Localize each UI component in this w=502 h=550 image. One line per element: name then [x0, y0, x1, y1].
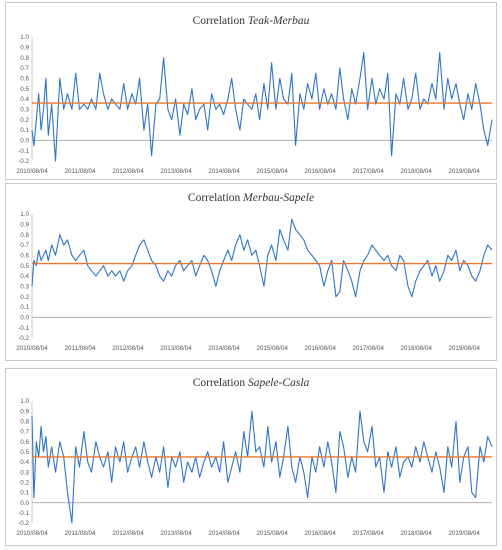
y-tick-label: 0.2	[20, 294, 29, 301]
series-line-correlation	[31, 218, 493, 298]
chart-title-pair: Merbau-Sapele	[243, 192, 315, 204]
y-tick-label: 0.6	[20, 76, 29, 83]
y-tick-label: -0.1	[18, 148, 29, 155]
x-tick-label: 2013/08/04	[160, 168, 192, 175]
y-tick-label: 0.4	[20, 459, 29, 466]
y-tick-label: 0.6	[20, 439, 29, 446]
x-tick-label: 2014/08/04	[208, 345, 240, 352]
y-tick-label: 0.8	[20, 419, 29, 426]
y-tick-label: 0.3	[20, 284, 29, 291]
y-tick-label: -0.2	[18, 335, 29, 342]
x-tick-label: 2015/08/04	[256, 168, 288, 175]
x-tick-label: 2018/08/04	[400, 168, 432, 175]
x-tick-label: 2010/08/04	[16, 168, 48, 175]
y-tick-label: 1.0	[20, 211, 29, 218]
y-tick-label: -0.1	[18, 510, 29, 517]
chart-panel-teak-merbau: Correlation Teak-Merbau -0.2 -0.1 0.0 0.1 0.…	[5, 2, 497, 180]
y-tick-label: -0.2	[18, 520, 29, 527]
x-tick-label: 2015/08/04	[256, 530, 288, 537]
x-tick-label: 2011/08/04	[64, 530, 96, 537]
chart-plot: -0.2 -0.1 0.0 0.1 0.2 0.3 0.4 0.5 0.6 0.7 0.8 0.9 1.…	[16, 211, 493, 352]
chart-title: Correlation Teak-Merbau	[6, 15, 496, 27]
x-tick-label: 2011/08/04	[64, 168, 96, 175]
y-tick-label: 0.0	[20, 138, 29, 145]
x-tick-label: 2014/08/04	[208, 530, 240, 537]
chart-plot: -0.2 -0.1 0.0 0.1 0.2 0.3 0.4 0.5 0.6 0.7 0.8 0.9 1.…	[16, 398, 493, 537]
y-tick-label: 0.6	[20, 253, 29, 260]
y-tick-label: 0.0	[20, 315, 29, 322]
chart-panel-sapele-casla: Correlation Sapele-Casla -0.2 -0.1 0.0 0.1 0…	[5, 368, 497, 546]
y-tick-label: -0.2	[18, 158, 29, 165]
chart-title-prefix: Correlation	[192, 377, 246, 389]
x-tick-label: 2013/08/04	[160, 530, 192, 537]
x-tick-label: 2010/08/04	[16, 345, 48, 352]
y-tick-label: 0.8	[20, 232, 29, 239]
x-tick-label: 2019/08/04	[448, 345, 480, 352]
x-tick-label: 2016/08/04	[304, 168, 336, 175]
y-tick-label: 0.0	[20, 500, 29, 507]
y-tick-label: 0.4	[20, 96, 29, 103]
x-tick-label: 2017/08/04	[352, 345, 384, 352]
chart-title-prefix: Correlation	[187, 192, 241, 204]
x-tick-label: 2016/08/04	[304, 345, 336, 352]
series-line-correlation	[31, 410, 493, 524]
x-tick-label: 2012/08/04	[112, 168, 144, 175]
chart-title-prefix: Correlation	[192, 15, 245, 27]
x-tick-label: 2015/08/04	[256, 345, 288, 352]
x-tick-label: 2012/08/04	[112, 345, 144, 352]
x-tick-label: 2016/08/04	[304, 530, 336, 537]
x-tick-label: 2019/08/04	[448, 530, 480, 537]
y-tick-label: 0.3	[20, 107, 29, 114]
y-tick-label: 0.1	[20, 490, 29, 497]
y-tick-label: 0.5	[20, 263, 29, 270]
y-tick-label: 0.1	[20, 304, 29, 311]
x-tick-label: 2018/08/04	[400, 530, 432, 537]
y-tick-label: 0.2	[20, 480, 29, 487]
chart-title: Correlation Sapele-Casla	[6, 377, 496, 389]
y-tick-label: -0.1	[18, 325, 29, 332]
y-tick-label: 0.7	[20, 242, 29, 249]
y-tick-label: 0.8	[20, 55, 29, 62]
chart-title-pair: Teak-Merbau	[247, 15, 310, 27]
y-tick-label: 0.9	[20, 45, 29, 52]
y-tick-label: 0.3	[20, 469, 29, 476]
y-tick-label: 0.4	[20, 273, 29, 280]
y-tick-label: 0.1	[20, 127, 29, 134]
x-tick-label: 2017/08/04	[352, 168, 384, 175]
x-tick-label: 2013/08/04	[160, 345, 192, 352]
x-tick-label: 2011/08/04	[64, 345, 96, 352]
y-tick-label: 0.5	[20, 449, 29, 456]
x-tick-label: 2018/08/04	[400, 345, 432, 352]
x-tick-label: 2012/08/04	[112, 530, 144, 537]
y-tick-label: 0.7	[20, 429, 29, 436]
x-tick-label: 2019/08/04	[448, 168, 480, 175]
chart-plot: -0.2 -0.1 0.0 0.1 0.2 0.3 0.4 0.5 0.6 0.7 0.8 0.9 1.…	[16, 34, 493, 175]
y-tick-label: 0.2	[20, 117, 29, 124]
chart-title-pair: Sapele-Casla	[247, 377, 310, 389]
chart-title: Correlation Merbau-Sapele	[6, 192, 496, 204]
y-tick-label: 0.5	[20, 86, 29, 93]
y-tick-label: 0.7	[20, 65, 29, 72]
chart-panel-merbau-sapele: Correlation Merbau-Sapele -0.2 -0.1 0.0 0.1…	[5, 183, 497, 361]
x-tick-label: 2010/08/04	[16, 530, 48, 537]
y-tick-label: 1.0	[20, 34, 29, 41]
x-tick-label: 2017/08/04	[352, 530, 384, 537]
y-tick-label: 0.9	[20, 408, 29, 415]
y-tick-label: 1.0	[20, 398, 29, 405]
series-line-correlation	[31, 51, 493, 162]
x-tick-label: 2014/08/04	[208, 168, 240, 175]
y-tick-label: 0.9	[20, 222, 29, 229]
